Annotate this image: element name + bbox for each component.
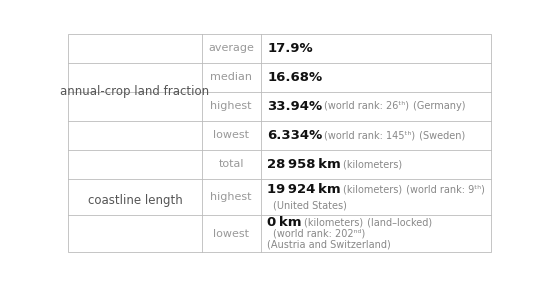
Text: 0 km: 0 km (267, 216, 301, 229)
Text: median: median (210, 72, 252, 82)
Text: (Austria and Switzerland): (Austria and Switzerland) (267, 240, 391, 250)
Text: 19 924 km: 19 924 km (267, 183, 341, 196)
Text: (kilometers): (kilometers) (341, 159, 402, 170)
Text: annual-crop land fraction: annual-crop land fraction (61, 85, 210, 98)
Text: 33.94%: 33.94% (267, 100, 322, 113)
Text: 16.68%: 16.68% (267, 71, 322, 84)
Text: total: total (218, 159, 244, 170)
Text: highest: highest (210, 101, 252, 112)
Text: lowest: lowest (213, 130, 249, 140)
Text: lowest: lowest (213, 229, 249, 239)
Text: (world rank: 202ⁿᵈ): (world rank: 202ⁿᵈ) (271, 229, 366, 239)
Text: (world rank: 26ᵗʰ)  (Germany): (world rank: 26ᵗʰ) (Germany) (322, 101, 466, 112)
Text: (kilometers)  (world rank: 9ᵗʰ): (kilometers) (world rank: 9ᵗʰ) (341, 184, 485, 194)
Text: 6.334%: 6.334% (267, 129, 322, 142)
Text: (United States): (United States) (271, 200, 347, 210)
Text: coastline length: coastline length (87, 194, 182, 207)
Text: (world rank: 145ᵗʰ)  (Sweden): (world rank: 145ᵗʰ) (Sweden) (322, 130, 466, 140)
Text: 17.9%: 17.9% (267, 42, 313, 55)
Text: 28 958 km: 28 958 km (267, 158, 341, 171)
Text: average: average (208, 44, 254, 53)
Text: (kilometers)  (land–locked): (kilometers) (land–locked) (301, 218, 432, 228)
Text: highest: highest (210, 192, 252, 202)
